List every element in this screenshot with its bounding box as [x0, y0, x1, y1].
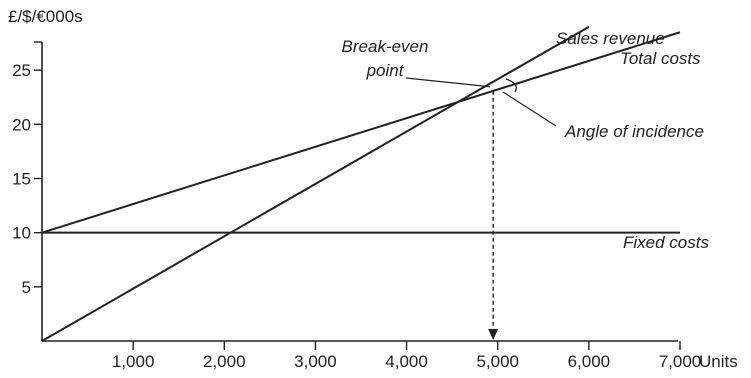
- x-tick-label: 2,000: [203, 352, 246, 371]
- y-axis-title: £/$/€000s: [8, 7, 83, 26]
- x-tick-label: 5,000: [476, 352, 519, 371]
- x-tick-label: 6,000: [568, 352, 611, 371]
- x-tick-label: 4,000: [385, 352, 428, 371]
- series-label-0: Sales revenue: [556, 29, 665, 48]
- ticks: 1,000 2,000 3,000 4,000 5,000 6,000 7,000 5 10 15…: [12, 42, 701, 371]
- series-label-2: Fixed costs: [623, 233, 709, 252]
- series-line-0: [42, 27, 589, 341]
- y-tick-label: 5: [22, 278, 31, 297]
- y-tick-label: 10: [12, 224, 31, 243]
- angle-of-incidence-label: Angle of incidence: [564, 122, 704, 141]
- break-even-label-line1: Break-even: [342, 37, 429, 56]
- break-even-leader: [406, 78, 490, 87]
- series-label-1: Total costs: [620, 49, 701, 68]
- x-tick-label: 1,000: [112, 352, 155, 371]
- x-axis-title: Units: [699, 352, 738, 371]
- y-tick-label: 15: [12, 170, 31, 189]
- x-tick-label: 3,000: [294, 352, 337, 371]
- angle-leader: [503, 92, 556, 126]
- y-tick-label: 25: [12, 61, 31, 80]
- break-even-arrowhead: [488, 329, 498, 340]
- break-even-label-line2: point: [366, 61, 405, 80]
- y-tick-label: 20: [12, 115, 31, 134]
- x-tick-label: 7,000: [659, 352, 702, 371]
